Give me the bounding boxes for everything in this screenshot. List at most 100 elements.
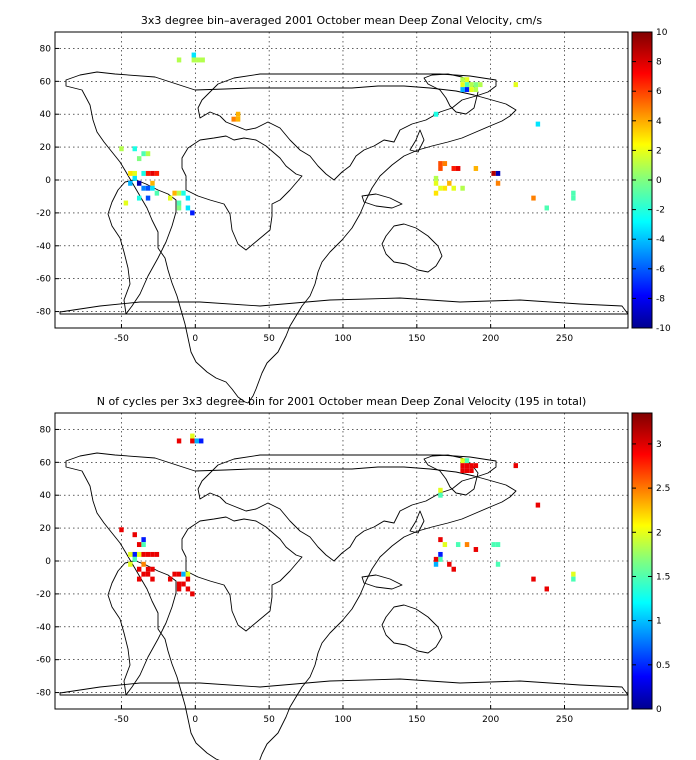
landmass-outline	[59, 678, 629, 696]
bin-cell	[136, 180, 142, 186]
bin-cell	[136, 156, 142, 162]
bin-cell	[464, 82, 470, 88]
bin-cell	[473, 166, 479, 171]
bin-cell	[473, 463, 479, 469]
bin-cell	[145, 170, 151, 176]
bin-cell	[433, 556, 439, 562]
bin-cell	[190, 210, 195, 216]
bin-cell	[438, 185, 443, 191]
colorbar-tick-label: 6	[656, 87, 662, 97]
x-tick-label: 50	[263, 334, 275, 344]
bin-cell	[535, 121, 541, 127]
x-tick-label: -50	[114, 334, 129, 344]
bin-cell	[495, 180, 501, 186]
bin-cell	[181, 581, 186, 587]
bin-cell	[531, 576, 536, 582]
bin-cell	[438, 556, 443, 562]
colorbar-tick-label: 4	[656, 117, 662, 127]
bin-cell	[141, 537, 146, 543]
landmass-outline	[197, 73, 497, 181]
bin-cell	[460, 87, 465, 93]
bin-cell	[181, 571, 186, 577]
bin-cell	[167, 195, 173, 201]
bin-cell	[544, 586, 549, 592]
landmass-outline	[181, 516, 303, 632]
colorbar-tick-label: 3	[656, 440, 662, 450]
y-tick-label: -40	[36, 242, 51, 252]
bin-cell	[181, 190, 186, 196]
colorbar-tick-label: -4	[656, 235, 665, 245]
y-tick-label: -40	[36, 623, 51, 633]
chart-title: 3x3 degree bin–averaged 2001 October mea…	[141, 14, 542, 27]
bin-cell	[235, 111, 241, 117]
bin-cell	[442, 161, 448, 167]
y-tick-label: 60	[40, 458, 52, 468]
bin-cell	[451, 185, 456, 191]
bin-cell	[464, 77, 470, 83]
bin-cell	[132, 146, 137, 152]
colorbar-tick-label: 0	[656, 176, 662, 186]
bin-cell	[167, 576, 173, 582]
bin-cell	[190, 591, 195, 597]
bin-cell	[176, 200, 182, 206]
bin-cell	[190, 433, 195, 439]
chart-title: N of cycles per 3x3 degree bin for 2001 …	[97, 395, 587, 408]
bin-cell	[438, 551, 443, 557]
landmass-outline	[59, 297, 629, 315]
x-tick-label: 150	[408, 334, 425, 344]
bin-cell	[438, 487, 443, 493]
colorbar-tick-label: 0	[656, 705, 662, 715]
bin-cell	[469, 87, 474, 93]
bin-cell	[141, 571, 146, 577]
bin-cell	[150, 170, 155, 176]
bin-cell	[136, 195, 142, 201]
bin-cell	[185, 195, 191, 201]
landmass-outline	[197, 454, 497, 562]
bin-cell	[438, 161, 443, 167]
bin-cell	[464, 463, 470, 469]
bin-cell	[128, 561, 133, 567]
bin-cell	[176, 205, 182, 211]
bin-cell	[460, 185, 465, 191]
y-tick-label: 40	[40, 110, 52, 120]
bin-cell	[141, 151, 146, 157]
y-tick-label: -80	[36, 689, 51, 699]
landmass-outline	[361, 193, 403, 209]
bin-cell	[141, 551, 146, 557]
bin-cell	[460, 468, 465, 474]
bin-cell	[535, 502, 541, 508]
colorbar-tick-label: -2	[656, 206, 665, 216]
bin-cell	[154, 190, 160, 196]
colorbar-tick-label: 2	[656, 146, 662, 156]
colorbar-tick-label: 2	[656, 528, 662, 538]
bin-cell	[141, 542, 146, 548]
x-tick-label: 200	[482, 334, 499, 344]
landmass-outline	[409, 129, 425, 153]
bin-cell	[194, 438, 199, 444]
bin-cell	[469, 468, 474, 474]
bin-cell	[571, 190, 576, 196]
bin-cell	[145, 571, 151, 577]
y-tick-label: 80	[40, 44, 52, 54]
y-tick-label: 20	[40, 143, 52, 153]
bin-cell	[495, 170, 501, 176]
bin-cell	[141, 170, 146, 176]
bin-cell	[191, 52, 197, 58]
landmass-outline	[381, 223, 443, 273]
bin-cell	[491, 170, 496, 176]
bin-cell	[571, 571, 576, 577]
bin-cell	[433, 190, 439, 196]
bin-cell	[150, 566, 155, 572]
bin-cell	[198, 438, 204, 444]
x-tick-label: 250	[556, 334, 573, 344]
chart-panel-1: 3x3 degree bin–averaged 2001 October mea…	[36, 14, 671, 404]
x-tick-label: 0	[192, 334, 198, 344]
bin-cell	[136, 542, 142, 548]
bin-cell	[196, 57, 201, 63]
bin-cell	[132, 170, 137, 176]
bin-cell	[433, 175, 439, 181]
bin-cell	[447, 180, 452, 186]
bin-cell	[433, 111, 439, 117]
x-tick-label: 100	[334, 334, 351, 344]
